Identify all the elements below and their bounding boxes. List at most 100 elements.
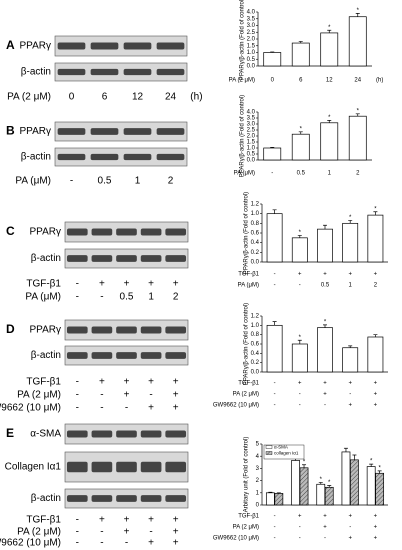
- condition-value: -: [76, 377, 79, 388]
- panel-label: B: [6, 124, 15, 138]
- condition-value: +: [148, 377, 154, 388]
- y-axis-label: PPARγ/β-actin (Fold of control): [244, 192, 250, 274]
- y-axis-label: PPARγ/β-actin (Fold of control): [240, 0, 246, 80]
- error-bar: [343, 447, 348, 452]
- error-bar: [373, 211, 378, 216]
- blot-label: PPARγ: [30, 227, 62, 238]
- condition-value: 6: [102, 92, 108, 103]
- y-tick-label: 1.0: [251, 323, 260, 329]
- blot-band: [66, 228, 88, 236]
- legend-swatch: [265, 445, 273, 449]
- condition-value: -: [76, 403, 79, 414]
- legend-swatch: [265, 451, 273, 455]
- panel-label: C: [6, 224, 15, 238]
- condition-value: +: [173, 403, 179, 414]
- error-bar: [270, 147, 275, 148]
- blot-band: [116, 326, 137, 334]
- bar: [263, 52, 282, 67]
- x-condition-value: +: [374, 403, 378, 409]
- error-bar: [352, 454, 357, 460]
- blot-strip: [54, 121, 188, 142]
- bar: [320, 32, 339, 67]
- blot-band: [165, 326, 187, 334]
- significance: *: [303, 459, 306, 465]
- blot-band: [165, 255, 187, 262]
- condition-label: PA (2 μM): [17, 527, 61, 538]
- blot-band: [91, 255, 113, 262]
- blot-band: [123, 42, 152, 50]
- blot-label: β-actin: [21, 67, 51, 78]
- blot-band: [57, 153, 86, 161]
- significance: *: [378, 465, 381, 471]
- legend-label: collagen Iα1: [274, 450, 299, 455]
- blot-band: [66, 352, 88, 359]
- x-condition-value: -: [274, 536, 276, 542]
- bar: [317, 327, 333, 373]
- x-condition-value: +: [323, 392, 327, 398]
- condition-value: +: [173, 527, 179, 538]
- condition-label: PA (2 μM): [17, 390, 61, 401]
- condition-value: +: [124, 279, 130, 290]
- error-bar: [323, 324, 327, 328]
- condition-value: 12: [132, 92, 144, 103]
- panel-label: D: [6, 322, 15, 336]
- condition-label: PA (2 μM): [7, 92, 51, 103]
- blot-band: [66, 255, 88, 262]
- y-tick-label: 2.0: [247, 134, 256, 140]
- bar: [350, 459, 359, 506]
- x-condition-value: -: [274, 392, 276, 398]
- y-tick-label: 0.2: [251, 250, 260, 256]
- panel-label: E: [6, 426, 14, 440]
- unit: (h): [190, 92, 202, 103]
- x-condition-value: -: [299, 536, 301, 542]
- x-condition-value: +: [348, 403, 352, 409]
- condition-value: -: [76, 538, 79, 549]
- x-condition-value: -: [274, 381, 276, 387]
- condition-value: +: [148, 538, 154, 549]
- x-unit: (h): [376, 78, 383, 84]
- error-bar: [268, 491, 273, 493]
- y-tick-label: 1.0: [247, 50, 256, 56]
- condition-label: TGF-β1: [26, 279, 61, 290]
- y-tick-label: 2.5: [247, 128, 256, 134]
- y-tick-label: 4: [256, 454, 260, 460]
- significance: *: [374, 206, 377, 212]
- x-condition-value: +: [374, 536, 378, 542]
- x-condition-value: +: [323, 381, 327, 387]
- y-tick-label: 0.6: [251, 231, 260, 237]
- bar: [263, 147, 282, 161]
- error-bar: [327, 485, 332, 488]
- error-bar: [348, 345, 353, 348]
- condition-value: 1: [135, 176, 141, 187]
- blot-band: [123, 153, 152, 161]
- x-condition-value: 0.5: [321, 283, 330, 289]
- y-tick-label: 1.0: [251, 211, 260, 217]
- blot-strip: [54, 147, 188, 167]
- x-condition-label: PA (2 μM): [233, 392, 259, 398]
- condition-value: -: [76, 390, 79, 401]
- y-axis-label: PPARγ/β-actin (Fold of control): [240, 95, 246, 177]
- x-condition-value: +: [374, 525, 378, 531]
- bar: [366, 466, 376, 506]
- condition-value: +: [148, 515, 154, 526]
- y-tick-label: 0.5: [247, 152, 256, 158]
- significance: *: [299, 335, 302, 341]
- blot-band: [91, 495, 113, 502]
- x-condition-label: TGF-β1: [238, 272, 259, 278]
- bar: [274, 493, 284, 506]
- condition-value: -: [76, 292, 79, 303]
- blot-band: [90, 153, 119, 161]
- significance: *: [357, 108, 360, 114]
- bar: [266, 213, 283, 263]
- condition-value: +: [124, 527, 130, 538]
- error-bar: [327, 120, 332, 123]
- significance: *: [357, 8, 360, 14]
- x-condition-value: -: [274, 514, 276, 520]
- bar: [266, 324, 283, 373]
- condition-value: +: [124, 377, 130, 388]
- blot-label: Collagen Iα1: [5, 462, 62, 473]
- blot-band: [90, 128, 119, 135]
- blot-strip: [54, 35, 188, 57]
- y-tick-label: 1.5: [247, 140, 256, 146]
- blot-band: [66, 495, 88, 502]
